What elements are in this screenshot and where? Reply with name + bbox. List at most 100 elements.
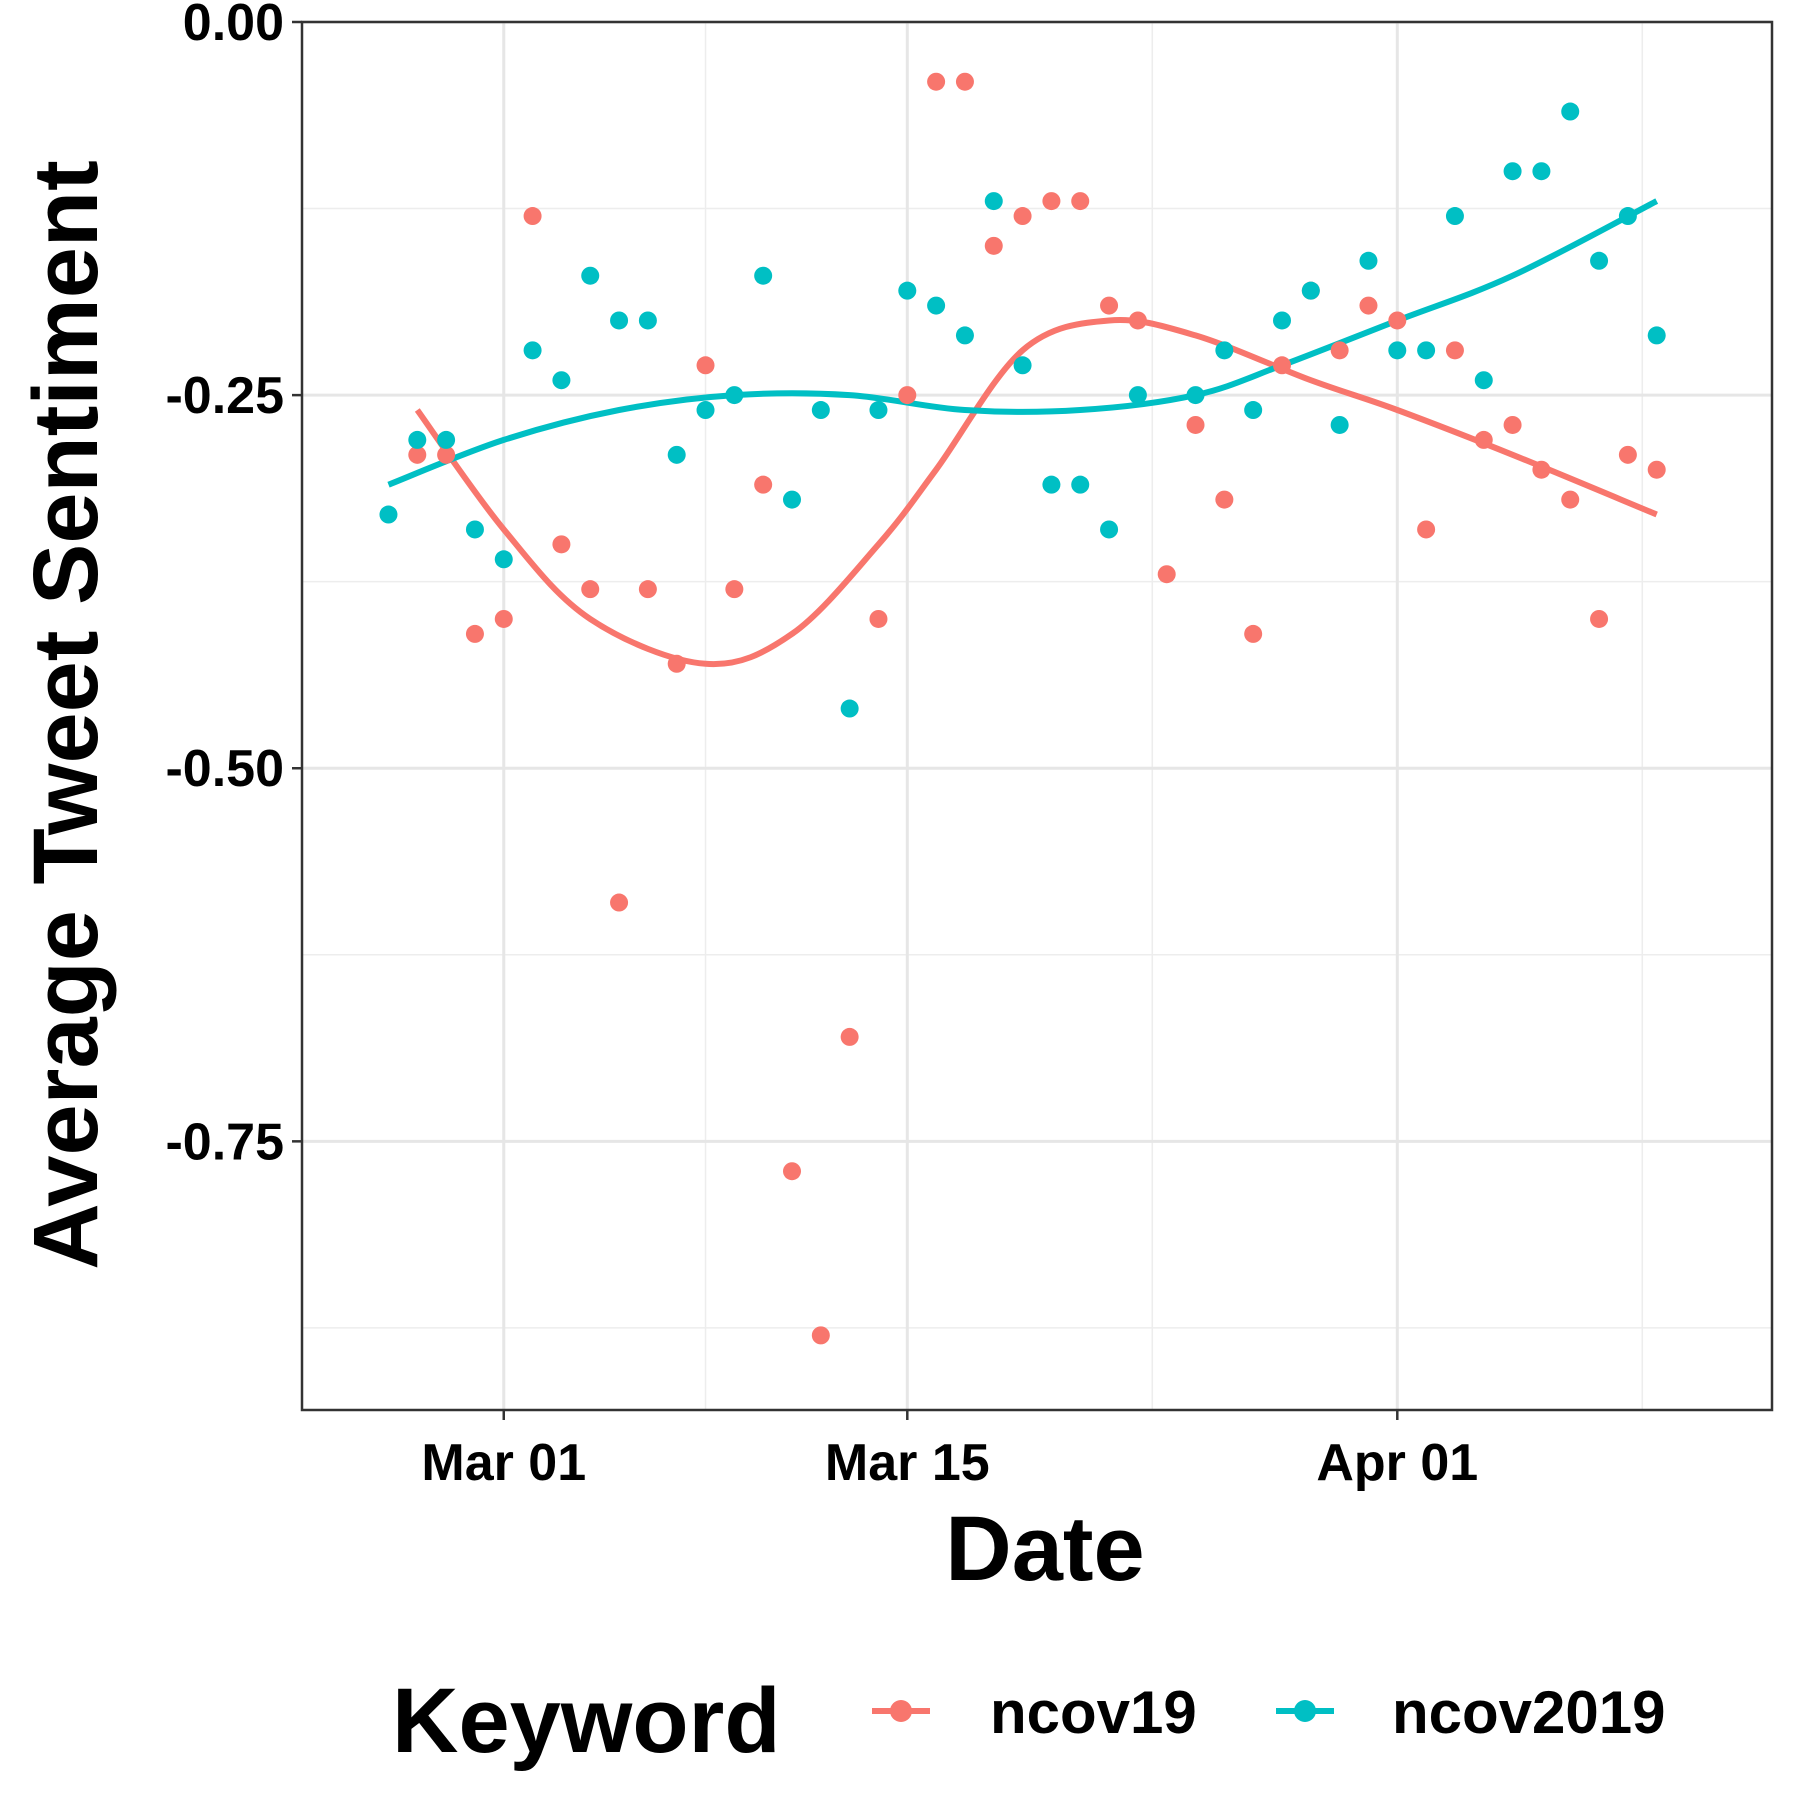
x-tick-label: Mar 01 (421, 1434, 586, 1492)
legend-key-point (1294, 1700, 1316, 1722)
smooth-line-ncov2019 (387, 198, 1659, 488)
data-point-ncov19 (1388, 311, 1407, 330)
data-point-ncov2019 (523, 341, 542, 360)
data-point-ncov2019 (1273, 311, 1291, 330)
data-point-ncov19 (1359, 296, 1378, 315)
y-tick-label: -0.25 (165, 367, 284, 425)
data-point-ncov2019 (754, 266, 773, 285)
data-point-ncov2019 (984, 192, 1003, 211)
data-point-ncov19 (955, 72, 974, 91)
y-tick-label: -0.50 (165, 740, 284, 798)
data-point-ncov2019 (638, 311, 657, 330)
smooth-lines (387, 198, 1659, 668)
data-point-ncov19 (725, 580, 744, 599)
data-point-ncov19 (1590, 609, 1609, 628)
data-point-ncov2019 (1013, 356, 1032, 375)
legend: Keyword ncov19 ncov2019 (392, 1670, 1666, 1772)
data-point-ncov2019 (1618, 207, 1637, 226)
data-point-ncov2019 (1359, 251, 1378, 270)
legend-key-ncov2019 (1276, 1700, 1334, 1722)
legend-title: Keyword (392, 1670, 781, 1772)
data-point-ncov2019 (955, 326, 974, 345)
data-point-ncov19 (783, 1162, 801, 1181)
data-point-ncov2019 (465, 520, 484, 539)
data-point-ncov2019 (1330, 415, 1349, 434)
data-point-ncov2019 (840, 699, 859, 718)
data-point-ncov2019 (1215, 341, 1234, 360)
data-point-ncov2019 (667, 445, 686, 464)
data-point-ncov2019 (1388, 341, 1407, 360)
data-point-ncov19 (1474, 430, 1493, 449)
y-tick-label: -0.75 (165, 1113, 284, 1171)
data-point-ncov19 (1618, 445, 1637, 464)
data-point-ncov19 (408, 445, 427, 464)
data-point-ncov2019 (379, 505, 398, 524)
data-point-ncov2019 (437, 430, 456, 449)
data-point-ncov19 (1186, 415, 1205, 434)
legend-key-ncov19 (872, 1700, 930, 1722)
data-point-ncov2019 (1301, 281, 1320, 300)
data-point-ncov2019 (1042, 475, 1061, 494)
data-point-ncov2019 (1244, 401, 1263, 420)
smooth-line-ncov19 (414, 317, 1658, 668)
data-point-ncov19 (898, 386, 917, 405)
data-point-ncov2019 (610, 311, 629, 330)
grid (302, 20, 1772, 1410)
data-point-ncov19 (1445, 341, 1464, 360)
x-axis-title: Date (945, 1498, 1144, 1600)
data-point-ncov19 (1215, 490, 1234, 509)
data-point-ncov2019 (1561, 102, 1580, 121)
panel-border (300, 20, 1774, 1412)
data-point-ncov19 (465, 624, 484, 643)
data-point-ncov2019 (1128, 386, 1147, 405)
data-point-ncov2019 (581, 266, 600, 285)
x-tick-label: Mar 15 (825, 1434, 990, 1492)
data-point-ncov2019 (1071, 475, 1090, 494)
data-point-ncov2019 (696, 401, 715, 420)
data-point-ncov19 (552, 535, 571, 554)
data-point-ncov2019 (1417, 341, 1436, 360)
data-point-ncov2019 (898, 281, 917, 300)
data-point-ncov19 (1100, 296, 1119, 315)
data-point-ncov19 (638, 580, 657, 599)
data-point-ncov19 (667, 654, 686, 673)
data-point-ncov2019 (1100, 520, 1119, 539)
data-point-ncov19 (927, 72, 946, 91)
data-point-ncov2019 (1186, 386, 1205, 405)
data-point-ncov19 (1128, 311, 1147, 330)
data-point-ncov2019 (1474, 371, 1493, 390)
data-point-ncov19 (581, 580, 600, 599)
data-point-ncov19 (984, 236, 1003, 255)
data-point-ncov19 (754, 475, 773, 494)
data-point-ncov19 (811, 1326, 830, 1345)
data-point-ncov19 (1071, 192, 1090, 211)
data-point-ncov2019 (783, 490, 801, 509)
data-point-ncov2019 (927, 296, 946, 315)
data-point-ncov2019 (1445, 207, 1464, 226)
data-point-ncov19 (1013, 207, 1032, 226)
data-point-ncov19 (1273, 356, 1291, 375)
data-points (379, 72, 1666, 1345)
data-point-ncov2019 (1590, 251, 1609, 270)
y-axis-title: Average Tweet Sentiment (15, 160, 117, 1269)
y-tick-label: 0.00 (183, 0, 284, 52)
data-point-ncov19 (840, 1027, 859, 1046)
legend-label-ncov2019: ncov2019 (1392, 1679, 1666, 1746)
data-point-ncov19 (696, 356, 715, 375)
data-point-ncov19 (1561, 490, 1580, 509)
data-point-ncov2019 (869, 401, 888, 420)
data-point-ncov2019 (1532, 162, 1551, 181)
data-point-ncov2019 (494, 550, 513, 569)
data-point-ncov2019 (552, 371, 571, 390)
data-point-ncov19 (437, 445, 456, 464)
x-tick-label: Apr 01 (1316, 1434, 1478, 1492)
data-point-ncov19 (494, 609, 513, 628)
data-point-ncov19 (610, 893, 629, 912)
data-point-ncov2019 (1647, 326, 1666, 345)
data-point-ncov19 (1503, 415, 1522, 434)
data-point-ncov2019 (408, 430, 427, 449)
data-point-ncov19 (1157, 565, 1176, 584)
data-point-ncov19 (1244, 624, 1263, 643)
data-point-ncov2019 (1503, 162, 1522, 181)
